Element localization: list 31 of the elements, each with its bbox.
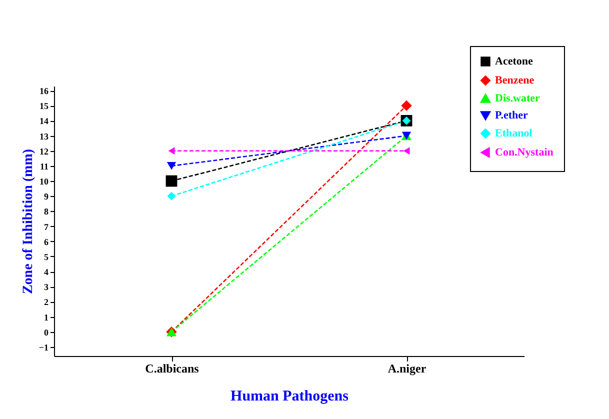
x-axis-title: Human Pathogens [230,388,349,404]
legend-label: Acetone [495,56,533,68]
x-tick-label: A.niger [388,362,427,376]
y-tick-label: 11 [40,161,49,172]
point [167,192,176,200]
y-tick-label: 14 [40,116,49,126]
legend-label: Benzene [495,74,534,86]
point [401,100,412,111]
y-tick-label: 7 [44,222,49,232]
y-tick-label: 6 [44,236,49,247]
y-tick-label: 12 [40,146,49,156]
legend-label: Dis.water [495,92,540,104]
y-tick-label: 8 [44,206,49,217]
y-tick-label: 2 [44,297,49,308]
y-tick-label: 4 [44,267,49,278]
y-tick-label: 16 [40,86,49,96]
legend-label: Ethanol [495,128,532,140]
y-tick-label: 5 [44,252,49,262]
x-tick-label: C.albicans [145,362,200,376]
y-tick-label: 0 [44,327,49,338]
y-axis-title: Zone of Inhibition (mm) [20,148,36,294]
y-tick-label: 15 [40,101,49,112]
y-tick-label: 10 [40,176,49,187]
y-tick-label: 3 [44,282,49,292]
y-tick-label: 13 [40,131,49,142]
legend-label: P.ether [495,110,528,122]
y-tick-label: 9 [44,192,49,202]
y-tick-label: 1 [44,312,49,322]
legend-label: Con.Nystain [495,146,554,158]
point [166,175,178,187]
y-tick-label: −1 [38,342,49,352]
